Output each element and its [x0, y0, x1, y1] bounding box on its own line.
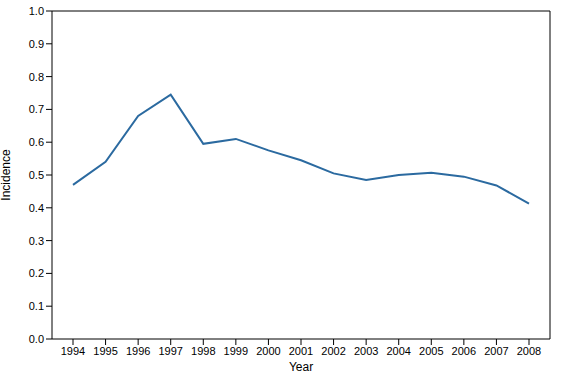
svg-text:Year: Year [289, 360, 313, 374]
svg-text:0.4: 0.4 [29, 202, 44, 214]
svg-text:1998: 1998 [191, 345, 215, 357]
svg-text:2004: 2004 [386, 345, 410, 357]
svg-text:0.9: 0.9 [29, 38, 44, 50]
svg-text:2003: 2003 [354, 345, 378, 357]
svg-text:Incidence: Incidence [8, 149, 13, 201]
svg-text:0.2: 0.2 [29, 267, 44, 279]
svg-text:0.5: 0.5 [29, 169, 44, 181]
svg-text:2005: 2005 [419, 345, 443, 357]
svg-text:2006: 2006 [452, 345, 476, 357]
svg-text:2000: 2000 [256, 345, 280, 357]
svg-text:2007: 2007 [484, 345, 508, 357]
svg-text:1999: 1999 [224, 345, 248, 357]
svg-text:1996: 1996 [126, 345, 150, 357]
svg-text:0.1: 0.1 [29, 300, 44, 312]
svg-text:1997: 1997 [158, 345, 182, 357]
svg-text:2002: 2002 [321, 345, 345, 357]
svg-text:1994: 1994 [61, 345, 85, 357]
svg-text:1995: 1995 [93, 345, 117, 357]
svg-text:0.3: 0.3 [29, 235, 44, 247]
svg-text:2008: 2008 [517, 345, 541, 357]
svg-text:0.6: 0.6 [29, 136, 44, 148]
svg-text:0.7: 0.7 [29, 103, 44, 115]
svg-text:2001: 2001 [289, 345, 313, 357]
svg-text:0.8: 0.8 [29, 71, 44, 83]
svg-text:1.0: 1.0 [29, 5, 44, 17]
svg-text:0.0: 0.0 [29, 333, 44, 345]
